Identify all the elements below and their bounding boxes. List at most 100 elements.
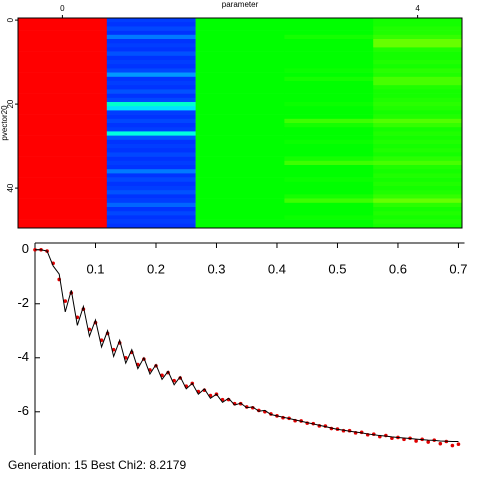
status-text: Generation: 15 Best Chi2: 8.2179 [8, 458, 186, 472]
y-tick-label: -4 [17, 349, 29, 364]
heatmap-cell [284, 127, 374, 132]
heatmap-cell [195, 127, 285, 132]
heatmap-cell [195, 211, 285, 216]
heatmap-cell [18, 26, 108, 31]
heatmap-cell [18, 47, 108, 52]
heatmap-cell [106, 18, 196, 23]
heatmap-cell [106, 127, 196, 132]
heatmap-cell [373, 156, 463, 162]
heatmap-cell [284, 51, 374, 57]
x-tick-label: 0 [60, 4, 65, 13]
heatmap-cell [106, 85, 196, 90]
heatmap-cell [106, 39, 196, 44]
heatmap-cell [18, 55, 108, 61]
heatmap-cell [18, 106, 108, 111]
heatmap-cell [373, 30, 463, 36]
heatmap-cell [106, 194, 196, 199]
x-tick-label: 0.1 [86, 261, 104, 276]
heatmap-cell [106, 118, 196, 124]
heatmap-cell [284, 165, 374, 170]
heatmap-cell [373, 60, 463, 65]
heatmap-cell [18, 118, 108, 124]
heatmap-cell [195, 198, 285, 204]
heatmap-cell [18, 131, 108, 136]
heatmap-cell [18, 173, 108, 178]
heatmap-cell [284, 194, 374, 199]
heatmap-cell [18, 144, 108, 149]
heatmap-cell [195, 223, 285, 229]
heatmap-cell [373, 22, 463, 27]
heatmap-cell [373, 173, 463, 178]
heatmap-cell [284, 181, 374, 187]
heatmap-cell [195, 81, 285, 86]
heatmap-cell [284, 93, 374, 99]
heatmap-cell [195, 152, 285, 157]
heatmap-cell [106, 22, 196, 27]
heatmap-cell [106, 135, 196, 141]
heatmap-cell [284, 123, 374, 128]
heatmap-cell [284, 114, 374, 120]
heatmap-cell [373, 97, 463, 103]
heatmap-cell [373, 43, 463, 48]
heatmap-cell [18, 72, 108, 78]
heatmap-cell [373, 89, 463, 94]
heatmap-cell [18, 97, 108, 103]
heatmap-cell [106, 47, 196, 52]
heatmap-cell [373, 194, 463, 199]
heatmap-cell [106, 152, 196, 157]
heatmap-cell [284, 202, 374, 208]
heatmap-cell [18, 76, 108, 82]
heatmap-cell [106, 30, 196, 36]
heatmap-cell [373, 39, 463, 44]
y-axis-label: pvector20 [0, 105, 9, 141]
heatmap-cell [106, 219, 196, 225]
heatmap-cell [18, 186, 108, 191]
heatmap-cell [373, 160, 463, 166]
heatmap-cell [195, 135, 285, 141]
heatmap-cell [195, 160, 285, 166]
heatmap-cell [195, 51, 285, 57]
x-tick-label: 0.2 [147, 261, 165, 276]
heatmap-cell [18, 93, 108, 99]
y-tick-label: 20 [6, 99, 15, 108]
heatmap-cell [18, 30, 108, 36]
heatmap-cell [106, 165, 196, 170]
heatmap-cell [284, 47, 374, 52]
x-tick-label: 4 [415, 4, 420, 13]
heatmap-cell [373, 207, 463, 212]
heatmap-cell [195, 47, 285, 52]
data-point [438, 441, 443, 446]
heatmap-cell [373, 190, 463, 195]
heatmap-cell [373, 198, 463, 204]
heatmap-cell [284, 173, 374, 178]
heatmap-cell [195, 22, 285, 27]
heatmap-cell [195, 118, 285, 124]
heatmap-cell [195, 64, 285, 69]
heatmap-cell [373, 152, 463, 157]
heatmap-cell [284, 148, 374, 153]
heatmap-cell [106, 89, 196, 94]
heatmap-cell [18, 207, 108, 212]
x-axis-label: parameter [222, 0, 259, 9]
y-tick-label: -6 [17, 403, 29, 418]
heatmap-cell [284, 190, 374, 195]
heatmap-cell [373, 26, 463, 31]
heatmap-cell [195, 102, 285, 107]
x-tick-label: 0.3 [207, 261, 225, 276]
heatmap-cell [106, 123, 196, 128]
heatmap-cell [195, 169, 285, 174]
heatmap-cell [373, 186, 463, 191]
heatmap-cell [18, 135, 108, 141]
heatmap-cell [106, 72, 196, 78]
heatmap-cell [18, 102, 108, 107]
heatmap-cell [106, 81, 196, 86]
heatmap-cell [284, 72, 374, 78]
heatmap-cell [106, 169, 196, 174]
heatmap-cell [18, 190, 108, 195]
heatmap-cell [195, 144, 285, 149]
heatmap-cell [18, 215, 108, 220]
heatmap-cell [18, 110, 108, 115]
heatmap-cell [195, 165, 285, 170]
heatmap-cell [284, 152, 374, 157]
